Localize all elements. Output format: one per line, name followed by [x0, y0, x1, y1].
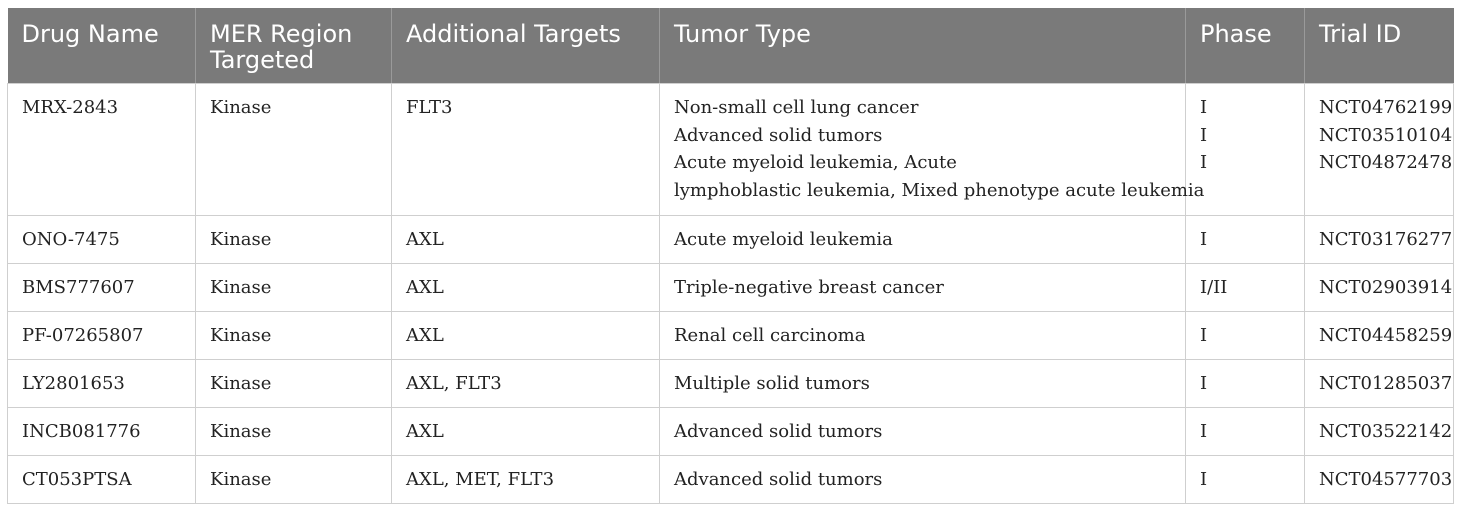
- tumor-type-line: Advanced solid tumors: [674, 124, 883, 146]
- cell-additional-targets: FLT3: [391, 83, 660, 216]
- cell-drug-name: INCB081776: [7, 407, 196, 456]
- cell-trial-id: NCT04762199 NCT03510104 NCT04872478: [1304, 83, 1454, 216]
- cell-trial-id: NCT04577703: [1304, 455, 1454, 504]
- cell-tumor-type: Triple-negative breast cancer: [659, 263, 1186, 312]
- phase-line: I: [1200, 124, 1208, 146]
- table-row: LY2801653 Kinase AXL, FLT3 Multiple soli…: [7, 359, 1454, 408]
- cell-tumor-type: Advanced solid tumors: [659, 455, 1186, 504]
- cell-additional-targets: AXL: [391, 311, 660, 360]
- cell-drug-name: LY2801653: [7, 359, 196, 408]
- cell-phase: I: [1185, 359, 1305, 408]
- table-header: Drug Name MER Region Targeted Additional…: [7, 8, 1454, 84]
- table-row: CT053PTSA Kinase AXL, MET, FLT3 Advanced…: [7, 455, 1454, 504]
- table-row: ONO-7475 Kinase AXL Acute myeloid leukem…: [7, 215, 1454, 264]
- cell-tumor-type: Non-small cell lung cancer Advanced soli…: [659, 83, 1205, 216]
- cell-additional-targets: AXL, FLT3: [391, 359, 660, 408]
- cell-tumor-type: Advanced solid tumors: [659, 407, 1186, 456]
- cell-drug-name: ONO-7475: [7, 215, 196, 264]
- table-body: MRX-2843 Kinase FLT3 Non-small cell lung…: [7, 83, 1454, 504]
- cell-additional-targets: AXL: [391, 215, 660, 264]
- trial-id-line: NCT04872478: [1319, 152, 1453, 173]
- header-phase: Phase: [1185, 8, 1305, 84]
- cell-phase: I: [1185, 455, 1305, 504]
- table-row: BMS777607 Kinase AXL Triple-negative bre…: [7, 263, 1454, 312]
- cell-mer-region: Kinase: [195, 311, 392, 360]
- cell-phase: I: [1185, 407, 1305, 456]
- cell-drug-name: BMS777607: [7, 263, 196, 312]
- cell-mer-region: Kinase: [195, 359, 392, 408]
- table-row: MRX-2843 Kinase FLT3 Non-small cell lung…: [7, 83, 1454, 216]
- cell-mer-region: Kinase: [195, 215, 392, 264]
- cell-trial-id: NCT01285037: [1304, 359, 1454, 408]
- clinical-trials-table: Drug Name MER Region Targeted Additional…: [7, 8, 1454, 504]
- tumor-type-line: Non-small cell lung cancer: [674, 97, 919, 118]
- cell-additional-targets: AXL: [391, 407, 660, 456]
- table-row: PF-07265807 Kinase AXL Renal cell carcin…: [7, 311, 1454, 360]
- phase-line: I: [1200, 97, 1208, 118]
- cell-phase: I: [1185, 215, 1305, 264]
- cell-phase: I I I: [1185, 83, 1305, 216]
- cell-trial-id: NCT03176277: [1304, 215, 1454, 264]
- cell-drug-name: MRX-2843: [7, 83, 196, 216]
- cell-tumor-type: Multiple solid tumors: [659, 359, 1186, 408]
- cell-trial-id: NCT03522142: [1304, 407, 1454, 456]
- trial-id-line: NCT03510104: [1319, 124, 1453, 146]
- cell-additional-targets: AXL, MET, FLT3: [391, 455, 660, 504]
- cell-mer-region: Kinase: [195, 263, 392, 312]
- header-additional-targets: Additional Targets: [391, 8, 660, 84]
- trial-id-line: NCT04762199: [1319, 97, 1453, 118]
- cell-mer-region: Kinase: [195, 455, 392, 504]
- cell-tumor-type: Acute myeloid leukemia: [659, 215, 1186, 264]
- header-row: Drug Name MER Region Targeted Additional…: [7, 8, 1454, 84]
- header-mer-region: MER Region Targeted: [195, 8, 392, 84]
- cell-trial-id: NCT04458259: [1304, 311, 1454, 360]
- cell-drug-name: PF-07265807: [7, 311, 196, 360]
- cell-drug-name: CT053PTSA: [7, 455, 196, 504]
- phase-line: I: [1200, 152, 1208, 173]
- clinical-trials-table-container: Drug Name MER Region Targeted Additional…: [7, 8, 1454, 504]
- cell-tumor-type: Renal cell carcinoma: [659, 311, 1186, 360]
- tumor-type-line: Acute myeloid leukemia, Acute: [674, 152, 957, 173]
- header-trial-id: Trial ID: [1304, 8, 1454, 84]
- cell-mer-region: Kinase: [195, 83, 392, 216]
- header-drug-name: Drug Name: [7, 8, 196, 84]
- cell-phase: I/II: [1185, 263, 1305, 312]
- tumor-type-line: lymphoblastic leukemia, Mixed phenotype …: [674, 179, 1205, 201]
- cell-additional-targets: AXL: [391, 263, 660, 312]
- header-tumor-type: Tumor Type: [659, 8, 1186, 84]
- table-row: INCB081776 Kinase AXL Advanced solid tum…: [7, 407, 1454, 456]
- cell-phase: I: [1185, 311, 1305, 360]
- cell-trial-id: NCT02903914: [1304, 263, 1454, 312]
- cell-mer-region: Kinase: [195, 407, 392, 456]
